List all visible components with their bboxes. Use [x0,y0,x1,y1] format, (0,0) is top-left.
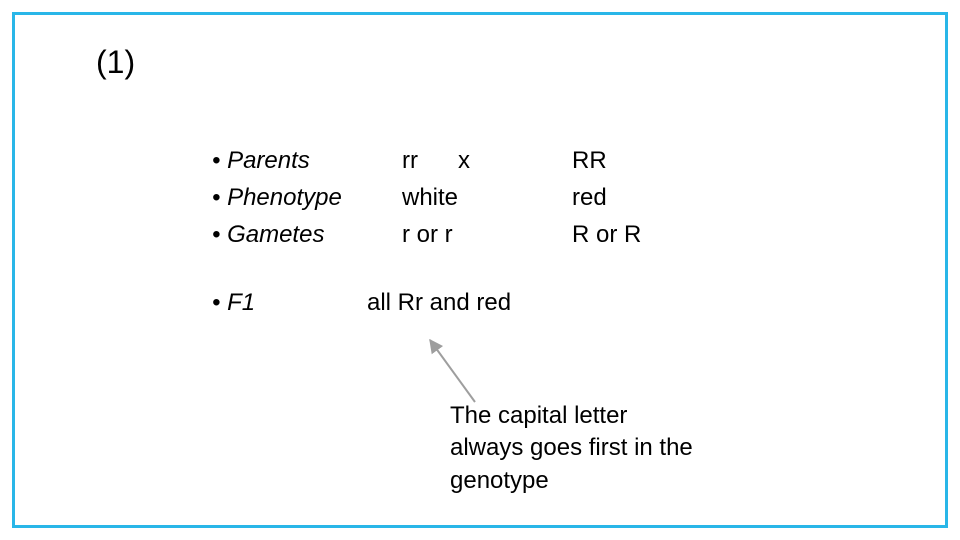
bullet-icon: • [212,184,220,211]
row-phenotype: • Phenotype white red [212,179,641,216]
row-parents: • Parents rr x RR [212,142,641,179]
bullet-icon: • [212,221,220,248]
callout-text: The capital letter always goes first in … [450,400,770,497]
callout-line: The capital letter [450,400,770,432]
row-value-a: r or r [402,216,572,253]
row-label: • Parents [212,142,402,179]
bullet-icon: • [212,289,220,316]
label-text: Parents [227,147,310,174]
row-value-b: RR [572,142,607,179]
label-text: F1 [227,289,255,316]
label-text: Gametes [227,221,324,248]
content-block: • Parents rr x RR • Phenotype white red … [212,142,641,321]
callout-line: genotype [450,465,770,497]
slide-number: (1) [96,44,135,81]
label-text: Phenotype [227,184,342,211]
row-value-b: R or R [572,216,641,253]
row-label: • Phenotype [212,179,402,216]
bullet-icon: • [212,147,220,174]
row-label: • F1 [212,284,342,321]
row-gametes: • Gametes r or r R or R [212,216,641,253]
row-value-b: red [572,179,607,216]
row-f1: • F1 all Rr and red [212,284,641,321]
row-label: • Gametes [212,216,402,253]
row-value-a: white [402,179,572,216]
callout-line: always goes first in the [450,432,770,464]
f1-value: all Rr and red [342,284,511,321]
row-value-a: rr x [402,142,572,179]
